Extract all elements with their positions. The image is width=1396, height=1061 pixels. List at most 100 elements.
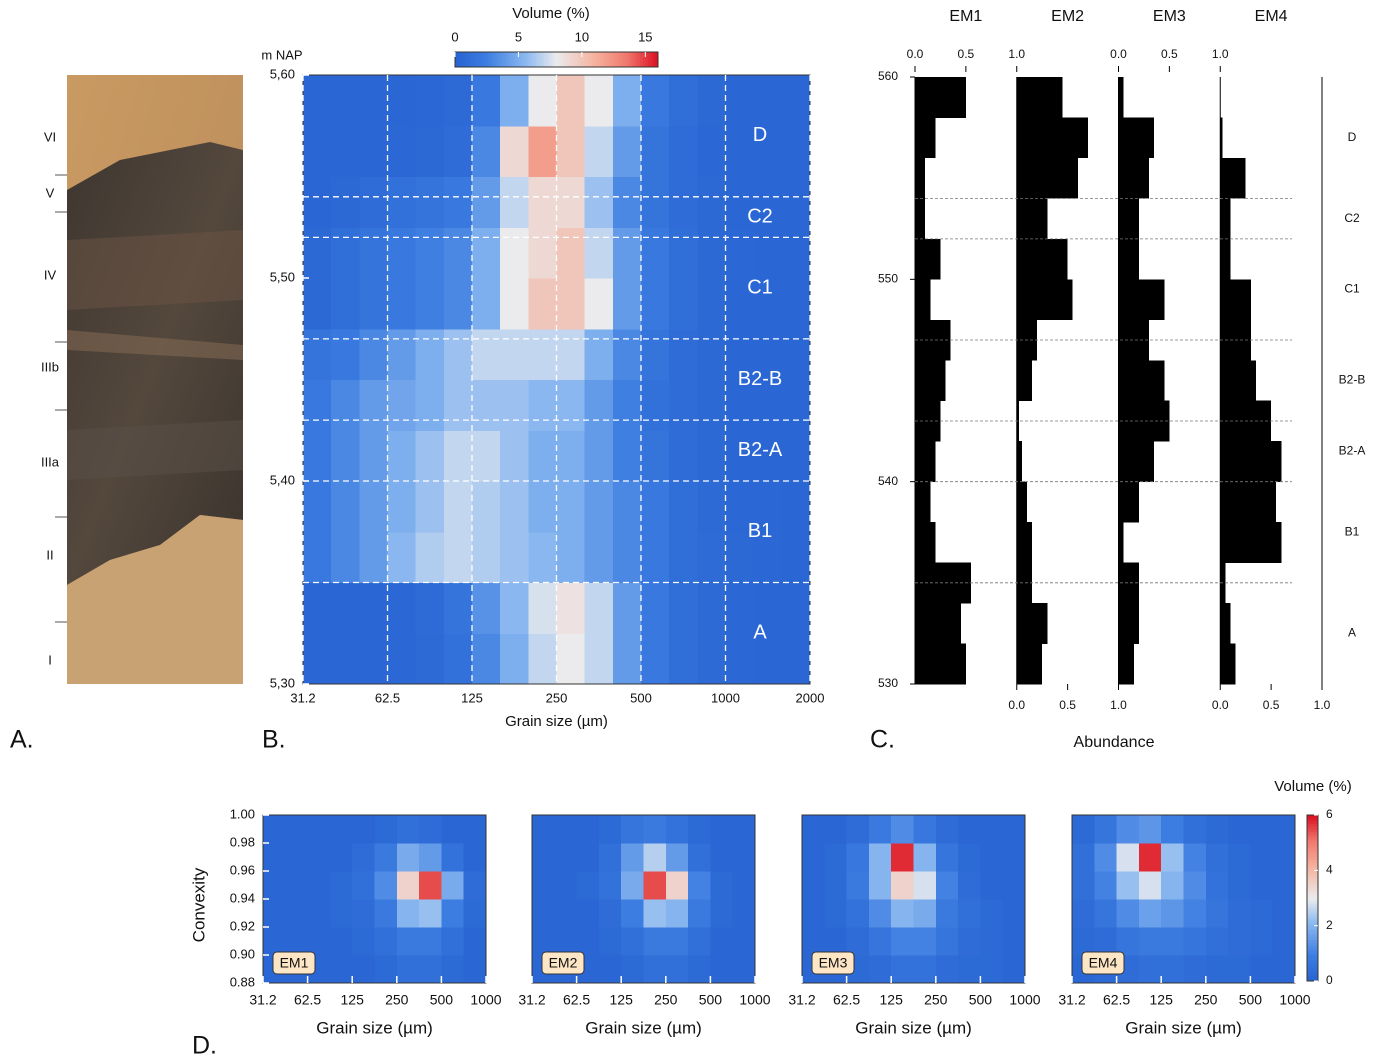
x-tick-label: 250 [546,690,568,705]
heatmap-cell [688,871,711,900]
heatmap-cell [1003,927,1026,956]
abundance-bar [1119,77,1124,118]
colorbar-tick-label: 4 [1326,863,1333,877]
heatmap-cell [500,583,529,634]
abundance-bar [1017,158,1078,199]
heatmap-cell [444,481,473,532]
x-axis-label: Abundance [1074,734,1155,751]
heatmap-cell [1206,815,1229,844]
heatmap-cell [557,583,586,634]
heatmap-cell [697,329,726,380]
heatmap-cell [1206,871,1229,900]
heatmap-cell [1184,899,1207,928]
heatmap-cell [500,532,529,583]
heatmap-cell [532,899,555,928]
heatmap-cell [416,177,445,228]
heatmap-cell [577,871,600,900]
x-axis-label: Grain size (µm) [316,1018,433,1037]
series-name: EM2 [1051,8,1084,25]
x-tick-label: 250 [385,992,409,1008]
heatmap-cell [331,481,360,532]
heatmap-cell [936,871,959,900]
heatmap-cell [1250,871,1273,900]
heatmap-cell [1206,955,1229,984]
heatmap-cell [697,227,726,278]
heatmap-cell [782,177,811,228]
heatmap-cell [554,815,577,844]
heatmap-cell [472,532,501,583]
heatmap-cell [585,583,614,634]
heatmap-cell [416,430,445,481]
heatmap-cell [472,583,501,634]
heatmap-cell [359,278,388,329]
heatmap-cell [980,815,1003,844]
heatmap-cell [557,380,586,431]
abundance-bar [915,482,930,523]
unit-label: VI [44,129,56,144]
heatmap-cell [891,815,914,844]
heatmap-cell [528,126,557,177]
heatmap-cell [441,899,464,928]
heatmap-cell [528,430,557,481]
heatmap-cell [1250,815,1273,844]
x-tick-label: 0.5 [958,47,975,61]
heatmap-cell [330,871,353,900]
heatmap-cell [782,329,811,380]
heatmap-cell [688,843,711,872]
heatmap-cell [641,177,670,228]
heatmap-cell [416,227,445,278]
heatmap-cell [331,227,360,278]
y-tick-label: 0.98 [230,834,255,849]
heatmap-cell [641,633,670,684]
figure: VIVIVIIIbIIIaIIIA.B.C.D.31.262.512525050… [0,0,1396,1061]
heatmap-cell [599,899,622,928]
heatmap-cell [824,815,847,844]
heatmap-cell [359,633,388,684]
heatmap-cell [782,532,811,583]
heatmap-cell [782,583,811,634]
heatmap-cell [472,278,501,329]
heatmap-cell [352,899,375,928]
heatmap-cell [726,633,755,684]
heatmap-cell [472,481,501,532]
heatmap-cell [303,278,332,329]
y-tick-label: 530 [878,676,898,690]
heatmap-cell [621,899,644,928]
heatmap-cell [599,955,622,984]
heatmap-cell [697,177,726,228]
heatmap-cell [669,583,698,634]
heatmap-cell [303,177,332,228]
heatmap-cell [621,871,644,900]
x-tick-label: 500 [630,690,652,705]
unit-label: B1 [1345,524,1360,538]
heatmap-cell [1228,927,1251,956]
heatmap-cell [1117,871,1140,900]
heatmap-cell [532,815,555,844]
heatmap-cell [733,899,756,928]
colorbar-title: Volume (%) [1274,778,1352,795]
heatmap-cell [585,126,614,177]
heatmap-cell [416,532,445,583]
heatmap-cell [375,899,398,928]
heatmap-cell [375,927,398,956]
heatmap-cell [669,481,698,532]
heatmap-cell [1117,815,1140,844]
y-axis-label: m NAP [261,47,302,62]
heatmap-cell [1094,843,1117,872]
heatmap-cell [444,329,473,380]
abundance-bar [1017,644,1042,685]
unit-label: B1 [748,520,772,542]
unit-label: II [46,547,53,562]
heatmap-cell [697,583,726,634]
heatmap-cell [1184,955,1207,984]
heatmap-cell [754,227,783,278]
heatmap-cell [824,927,847,956]
abundance-bar [1017,117,1088,158]
heatmap-cell [500,633,529,684]
heatmap-cell [710,815,733,844]
heatmap-cell [1161,871,1184,900]
heatmap-cell [666,843,689,872]
abundance-bar [915,158,925,199]
heatmap-cell [557,481,586,532]
x-tick-label: 500 [430,992,454,1008]
